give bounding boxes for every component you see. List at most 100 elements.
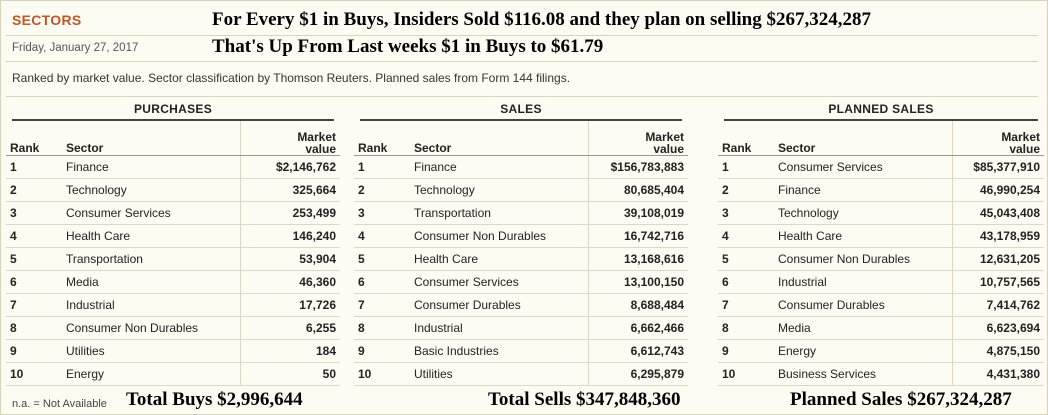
planned-sales-total: Planned Sales $267,324,287 bbox=[790, 389, 1012, 410]
table-row: 4 Consumer Non Durables 16,742,716 bbox=[354, 224, 688, 248]
table-row: 7 Consumer Durables 7,414,762 bbox=[718, 293, 1044, 317]
market-value-cell: 146,240 bbox=[240, 224, 340, 248]
total-sells: Total Sells $347,848,360 bbox=[488, 389, 681, 410]
table-row: 10 Energy 50 bbox=[6, 362, 340, 386]
rank-cell: 4 bbox=[6, 224, 62, 248]
rank-cell: 4 bbox=[718, 224, 774, 248]
table-row: 5 Transportation 53,904 bbox=[6, 247, 340, 271]
rank-cell: 9 bbox=[354, 339, 410, 363]
market-value-cell: 46,990,254 bbox=[952, 178, 1044, 202]
sector-cell: Consumer Non Durables bbox=[62, 316, 241, 340]
rank-cell: 9 bbox=[6, 339, 62, 363]
table-row: 2 Technology 80,685,404 bbox=[354, 178, 688, 202]
market-value-cell: 6,662,466 bbox=[588, 316, 688, 340]
divider bbox=[6, 35, 1038, 36]
market-value-cell: 45,043,408 bbox=[952, 201, 1044, 225]
table-row: 9 Energy 4,875,150 bbox=[718, 339, 1044, 363]
sector-cell: Health Care bbox=[410, 247, 589, 271]
market-value-cell: 80,685,404 bbox=[588, 178, 688, 202]
sector-cell: Consumer Non Durables bbox=[410, 224, 589, 248]
table-row: 6 Media 46,360 bbox=[6, 270, 340, 294]
rank-cell: 10 bbox=[718, 362, 774, 386]
sector-cell: Consumer Durables bbox=[410, 293, 589, 317]
market-value-header: Market value bbox=[240, 121, 340, 156]
table-row: 1 Finance $156,783,883 bbox=[354, 155, 688, 179]
rank-cell: 1 bbox=[354, 155, 410, 179]
table-row: 2 Finance 46,990,254 bbox=[718, 178, 1044, 202]
sector-cell: Health Care bbox=[62, 224, 241, 248]
table-row: 8 Industrial 6,662,466 bbox=[354, 316, 688, 340]
sector-header: Sector bbox=[62, 121, 241, 156]
market-value-cell: 4,431,380 bbox=[952, 362, 1044, 386]
rank-cell: 7 bbox=[718, 293, 774, 317]
sector-cell: Consumer Services bbox=[410, 270, 589, 294]
market-value-cell: 17,726 bbox=[240, 293, 340, 317]
rank-header: Rank bbox=[354, 121, 410, 156]
rank-cell: 2 bbox=[354, 178, 410, 202]
table-row: 1 Consumer Services $85,377,910 bbox=[718, 155, 1044, 179]
rank-cell: 5 bbox=[718, 247, 774, 271]
market-value-cell: 4,875,150 bbox=[952, 339, 1044, 363]
rank-cell: 3 bbox=[354, 201, 410, 225]
table-row: 5 Health Care 13,168,616 bbox=[354, 247, 688, 271]
rank-cell: 8 bbox=[354, 316, 410, 340]
rank-cell: 8 bbox=[6, 316, 62, 340]
rank-cell: 4 bbox=[354, 224, 410, 248]
market-value-cell: 8,688,484 bbox=[588, 293, 688, 317]
rank-cell: 2 bbox=[718, 178, 774, 202]
rank-cell: 5 bbox=[6, 247, 62, 271]
sector-cell: Media bbox=[774, 316, 953, 340]
table-row: 5 Consumer Non Durables 12,631,205 bbox=[718, 247, 1044, 271]
description: Ranked by market value. Sector classific… bbox=[12, 71, 571, 85]
rank-cell: 9 bbox=[718, 339, 774, 363]
headline-secondary: That's Up From Last weeks $1 in Buys to … bbox=[212, 36, 604, 57]
divider bbox=[6, 61, 1038, 62]
sector-header: Sector bbox=[410, 121, 589, 156]
rank-cell: 10 bbox=[354, 362, 410, 386]
sector-cell: Consumer Services bbox=[62, 201, 241, 225]
rank-cell: 1 bbox=[718, 155, 774, 179]
market-value-cell: $2,146,762 bbox=[240, 155, 340, 179]
market-value-cell: 43,178,959 bbox=[952, 224, 1044, 248]
table-row: 6 Industrial 10,757,565 bbox=[718, 270, 1044, 294]
market-value-cell: 253,499 bbox=[240, 201, 340, 225]
market-value-cell: $156,783,883 bbox=[588, 155, 688, 179]
market-value-cell: 13,100,150 bbox=[588, 270, 688, 294]
footnote: n.a. = Not Available bbox=[12, 398, 107, 410]
rank-cell: 6 bbox=[6, 270, 62, 294]
sector-cell: Industrial bbox=[410, 316, 589, 340]
market-value-cell: 6,612,743 bbox=[588, 339, 688, 363]
sector-cell: Technology bbox=[410, 178, 589, 202]
sector-cell: Health Care bbox=[774, 224, 953, 248]
market-value-cell: 46,360 bbox=[240, 270, 340, 294]
purchases-title: PURCHASES bbox=[12, 102, 334, 121]
headline-primary: For Every $1 in Buys, Insiders Sold $116… bbox=[212, 9, 871, 30]
table-header-row: Rank Sector Market value bbox=[6, 121, 340, 156]
sector-cell: Business Services bbox=[774, 362, 953, 386]
sector-cell: Industrial bbox=[774, 270, 953, 294]
total-buys: Total Buys $2,996,644 bbox=[126, 389, 303, 410]
table-row: 10 Utilities 6,295,879 bbox=[354, 362, 688, 386]
sector-cell: Technology bbox=[62, 178, 241, 202]
sector-cell: Consumer Durables bbox=[774, 293, 953, 317]
market-value-header: Market value bbox=[588, 121, 688, 156]
market-value-cell: 7,414,762 bbox=[952, 293, 1044, 317]
market-value-cell: 16,742,716 bbox=[588, 224, 688, 248]
sector-header: Sector bbox=[774, 121, 953, 156]
table-row: 10 Business Services 4,431,380 bbox=[718, 362, 1044, 386]
sector-cell: Energy bbox=[62, 362, 241, 386]
purchases-table: Rank Sector Market value 1 Finance $2,146,7… bbox=[6, 121, 340, 386]
table-row: 6 Consumer Services 13,100,150 bbox=[354, 270, 688, 294]
table-header-row: Rank Sector Market value bbox=[354, 121, 688, 156]
rank-cell: 10 bbox=[6, 362, 62, 386]
market-value-cell: 10,757,565 bbox=[952, 270, 1044, 294]
sector-cell: Finance bbox=[62, 155, 241, 179]
sales-section: SALES Rank Sector Market value 1 Finance $1… bbox=[354, 102, 688, 386]
rank-cell: 6 bbox=[354, 270, 410, 294]
table-row: 8 Consumer Non Durables 6,255 bbox=[6, 316, 340, 340]
market-value-cell: 50 bbox=[240, 362, 340, 386]
market-value-cell: 184 bbox=[240, 339, 340, 363]
rank-header: Rank bbox=[6, 121, 62, 156]
market-value-cell: 6,623,694 bbox=[952, 316, 1044, 340]
market-value-cell: 6,255 bbox=[240, 316, 340, 340]
